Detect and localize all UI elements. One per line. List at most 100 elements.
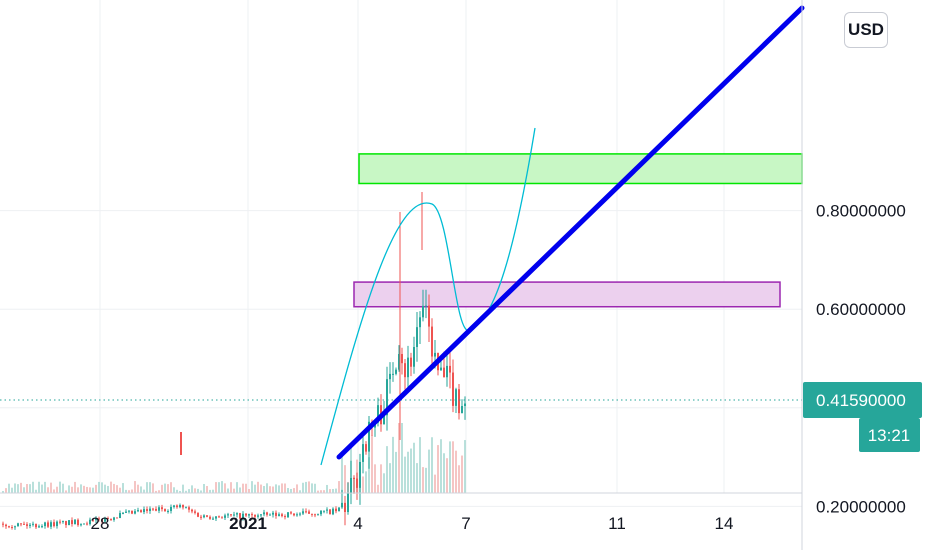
volume-bar <box>284 483 286 493</box>
candle-body <box>341 502 343 508</box>
candle-body <box>443 367 445 378</box>
volume-bar <box>374 464 376 493</box>
candle-body <box>413 347 415 367</box>
candle-body <box>431 326 433 357</box>
volume-bar <box>236 482 238 493</box>
candle-body <box>305 511 307 513</box>
volume-bar <box>20 482 22 493</box>
volume-bar <box>449 441 451 493</box>
last-price-tag[interactable] <box>803 381 922 418</box>
volume-bar <box>422 467 424 493</box>
x-tick-label: 2021 <box>229 514 267 533</box>
volume-bar <box>95 484 97 493</box>
volume-bar <box>398 423 400 493</box>
volume-bar <box>242 483 244 493</box>
volume-bar <box>281 483 283 493</box>
volume-bar <box>122 483 124 493</box>
volume-bar <box>149 482 151 493</box>
candle-body <box>248 514 250 516</box>
volume-bar <box>2 490 4 493</box>
volume-bar <box>227 488 229 493</box>
candle-body <box>425 305 427 307</box>
volume-bar <box>221 481 223 493</box>
volume-bar <box>77 487 79 493</box>
candle-body <box>410 357 412 367</box>
volume-bar <box>458 465 460 493</box>
volume-bar <box>62 483 64 493</box>
candle-body <box>461 405 463 414</box>
candle-body <box>347 493 349 513</box>
candle-body <box>188 507 190 510</box>
volume-bar <box>401 423 403 493</box>
volume-bar <box>293 488 295 493</box>
volume-bar <box>191 485 193 493</box>
candle-body <box>350 477 352 494</box>
candle-body <box>200 516 202 518</box>
volume-bar <box>245 483 247 493</box>
volume-bar <box>119 487 121 493</box>
curve-drawing <box>320 127 536 466</box>
candle-body <box>422 305 424 318</box>
candle-body <box>329 509 331 515</box>
candle-body <box>338 507 340 512</box>
candle-body <box>368 421 370 452</box>
candle-body <box>98 518 100 520</box>
candle-body <box>167 510 169 512</box>
candle-body <box>416 327 418 348</box>
volume-bar <box>314 483 316 493</box>
volume-bar <box>416 463 418 493</box>
candle-body <box>14 526 16 528</box>
candle-body <box>185 507 187 509</box>
volume-bar <box>176 489 178 493</box>
candle-body <box>2 523 4 525</box>
candle-body <box>365 444 367 452</box>
candle-body <box>308 511 310 514</box>
volume-bar <box>302 482 304 493</box>
volume-bar <box>389 463 391 493</box>
candle-body <box>212 518 214 520</box>
candle-body <box>134 511 136 514</box>
candle-body <box>314 514 316 516</box>
volume-bar <box>116 485 118 493</box>
volume-bar <box>29 484 31 493</box>
volume-bar <box>404 456 406 493</box>
volume-bar <box>23 487 25 493</box>
candle-body <box>35 523 37 528</box>
volume-bar <box>410 448 412 493</box>
volume-bar <box>107 485 109 493</box>
candle-body <box>302 511 304 514</box>
volume-bar <box>464 440 466 493</box>
volume-bar <box>140 486 142 493</box>
volume-bar <box>188 489 190 493</box>
volume-bar <box>110 481 112 493</box>
volume-bar <box>212 489 214 493</box>
candle-body <box>272 512 274 515</box>
x-tick-label: 7 <box>461 514 470 533</box>
volume-bar <box>341 451 343 493</box>
volume-bar <box>170 482 172 493</box>
volume-bar <box>371 435 373 493</box>
volume-bar <box>437 445 439 493</box>
volume-bar <box>206 486 208 493</box>
volume-bar <box>182 484 184 493</box>
volume-bar <box>74 481 76 493</box>
candle-body <box>407 357 409 378</box>
volume-bar <box>329 489 331 493</box>
candle-body <box>404 363 406 378</box>
x-tick-label: 14 <box>715 514 734 533</box>
candle-body <box>434 352 436 357</box>
volume-bar <box>320 490 322 493</box>
currency-button[interactable]: USD <box>844 12 888 48</box>
x-tick-label: 11 <box>608 514 626 533</box>
candle-body <box>455 389 457 406</box>
volume-bar <box>257 481 259 493</box>
candle-body <box>74 519 76 525</box>
volume-bar <box>224 483 226 493</box>
volume-bar <box>275 484 277 493</box>
candle-body <box>173 505 175 507</box>
volume-bar <box>443 453 445 493</box>
countdown-label: 13:21 <box>868 426 911 445</box>
volume-bar <box>80 484 82 493</box>
